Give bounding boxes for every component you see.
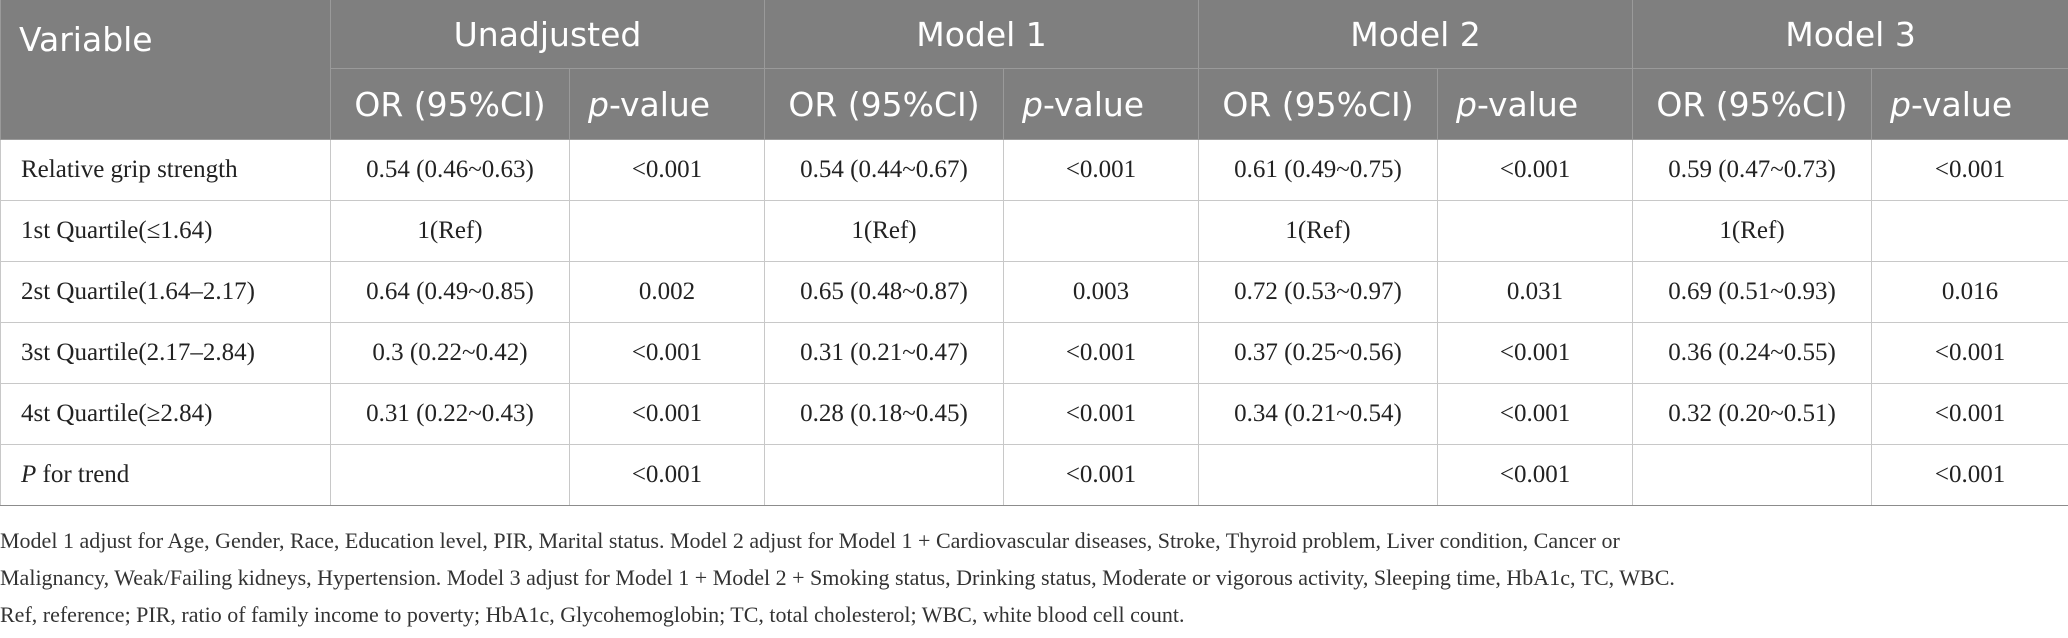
subheader-or: OR (95%CI)	[1198, 68, 1439, 140]
p-value-cell	[1002, 200, 1200, 262]
p-value-cell: <0.001	[1437, 322, 1634, 384]
or-cell: 0.59 (0.47~0.73)	[1632, 139, 1873, 201]
p-value-cell: <0.001	[569, 322, 765, 384]
or-cell: 0.72 (0.53~0.97)	[1198, 261, 1439, 323]
row-label: 3st Quartile(2.17–2.84)	[0, 322, 331, 384]
p-value-cell: 0.002	[569, 261, 765, 323]
p-value-cell: <0.001	[1871, 139, 2068, 201]
p-value-cell: 0.031	[1437, 261, 1634, 323]
table-row: Relative grip strength 0.54 (0.46~0.63) …	[0, 139, 2068, 201]
or-cell: 0.37 (0.25~0.56)	[1198, 322, 1439, 384]
p-value-cell: <0.001	[1002, 322, 1200, 384]
header-model: Model 1	[763, 0, 1200, 69]
row-label: 4st Quartile(≥2.84)	[0, 383, 331, 445]
p-value-cell: <0.001	[569, 444, 765, 506]
footnote-line: Model 1 adjust for Age, Gender, Race, Ed…	[0, 528, 1620, 553]
p-value-cell: <0.001	[1871, 322, 2068, 384]
or-cell: 1(Ref)	[764, 200, 1004, 262]
p-value-cell: <0.001	[1437, 383, 1634, 445]
p-value-cell: <0.001	[1002, 139, 1200, 201]
or-cell: 0.36 (0.24~0.55)	[1632, 322, 1873, 384]
p-value-cell: <0.001	[1871, 444, 2068, 506]
p-value-cell: <0.001	[1002, 444, 1200, 506]
or-cell: 0.64 (0.49~0.85)	[330, 261, 570, 323]
or-cell: 1(Ref)	[1632, 200, 1873, 262]
table-row: 1st Quartile(≤1.64) 1(Ref) 1(Ref) 1(Ref)…	[0, 200, 2068, 262]
subheader-or: OR (95%CI)	[1632, 68, 1873, 140]
or-cell: 0.61 (0.49~0.75)	[1198, 139, 1439, 201]
p-value-cell: <0.001	[569, 139, 765, 201]
header-row-subheaders: OR (95%CI) p-value OR (95%CI) p-value OR…	[1, 68, 2068, 140]
or-cell: 0.54 (0.46~0.63)	[330, 139, 570, 201]
trend-row: P for trend <0.001 <0.001 <0.001 <0.001	[0, 444, 2068, 506]
header-row-models: Variable Unadjusted Model 1 Model 2 Mode…	[0, 0, 2068, 140]
p-value-cell: <0.001	[1437, 139, 1634, 201]
or-cell: 0.28 (0.18~0.45)	[764, 383, 1004, 445]
or-cell: 0.34 (0.21~0.54)	[1198, 383, 1439, 445]
header-variable: Variable	[0, 0, 331, 140]
p-value-cell: 0.016	[1871, 261, 2068, 323]
or-cell	[1632, 444, 1873, 506]
or-cell: 0.31 (0.21~0.47)	[764, 322, 1004, 384]
or-cell: 0.65 (0.48~0.87)	[764, 261, 1004, 323]
footnote-line: Malignancy, Weak/Failing kidneys, Hypert…	[0, 565, 1675, 590]
or-cell: 0.3 (0.22~0.42)	[330, 322, 570, 384]
subheader-or: OR (95%CI)	[330, 68, 570, 140]
p-value-cell	[569, 200, 765, 262]
row-label: P for trend	[0, 444, 331, 506]
header-model: Model 2	[1198, 0, 1634, 69]
p-value-cell: <0.001	[1437, 444, 1634, 506]
or-cell	[764, 444, 1004, 506]
subheader-p-value: p-value	[1437, 68, 1634, 140]
table-row: 3st Quartile(2.17–2.84) 0.3 (0.22~0.42) …	[0, 322, 2068, 384]
or-cell: 1(Ref)	[330, 200, 570, 262]
header-model: Model 3	[1632, 0, 2068, 69]
row-label: Relative grip strength	[0, 139, 331, 201]
table-row: 2st Quartile(1.64–2.17) 0.64 (0.49~0.85)…	[0, 261, 2068, 323]
p-value-cell: 0.003	[1002, 261, 1200, 323]
p-value-cell: <0.001	[1002, 383, 1200, 445]
subheader-p-value: p-value	[1002, 68, 1200, 140]
row-label: 2st Quartile(1.64–2.17)	[0, 261, 331, 323]
or-cell	[1198, 444, 1439, 506]
table-footnote: Model 1 adjust for Age, Gender, Race, Ed…	[0, 522, 2050, 633]
or-cell: 0.31 (0.22~0.43)	[330, 383, 570, 445]
header-model: Unadjusted	[330, 0, 765, 69]
table-row: 4st Quartile(≥2.84) 0.31 (0.22~0.43) <0.…	[0, 383, 2068, 445]
row-label: 1st Quartile(≤1.64)	[0, 200, 331, 262]
p-value-cell	[1871, 200, 2068, 262]
or-cell: 0.54 (0.44~0.67)	[764, 139, 1004, 201]
subheader-or: OR (95%CI)	[764, 68, 1004, 140]
footnote-line: Ref, reference; PIR, ratio of family inc…	[0, 602, 1185, 627]
or-cell: 1(Ref)	[1198, 200, 1439, 262]
subheader-p-value: p-value	[569, 68, 765, 140]
or-cell: 0.69 (0.51~0.93)	[1632, 261, 1873, 323]
or-cell	[330, 444, 570, 506]
p-value-cell: <0.001	[1871, 383, 2068, 445]
or-cell: 0.32 (0.20~0.51)	[1632, 383, 1873, 445]
p-value-cell: <0.001	[569, 383, 765, 445]
p-value-cell	[1437, 200, 1634, 262]
results-table: Variable Unadjusted Model 1 Model 2 Mode…	[0, 0, 2068, 506]
subheader-p-value: p-value	[1871, 68, 2068, 140]
